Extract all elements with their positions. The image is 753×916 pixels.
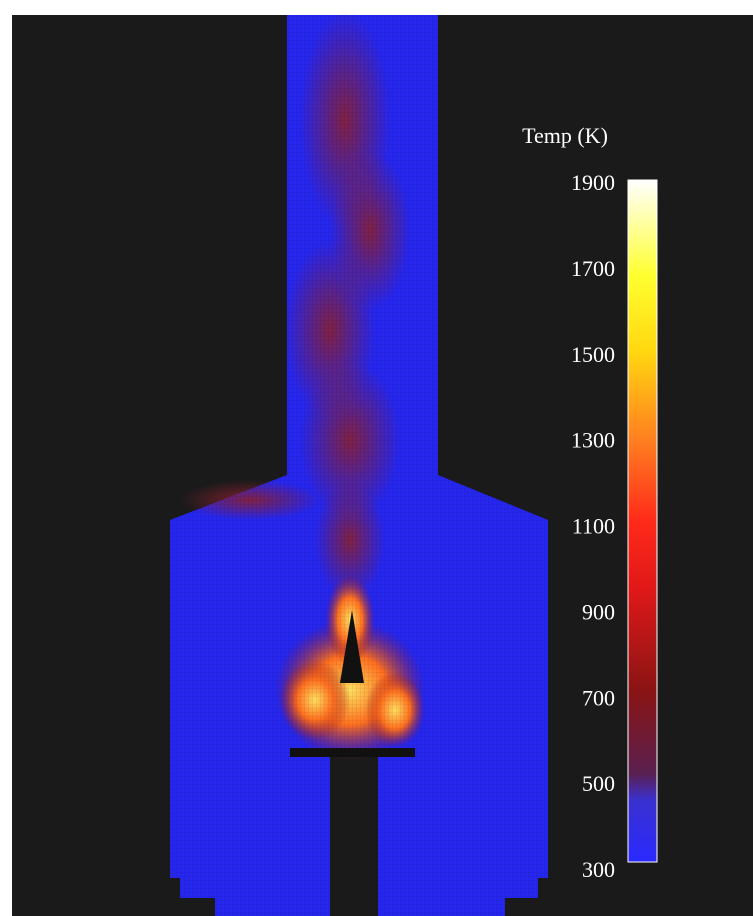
tick-label: 1900 (571, 170, 615, 195)
tick-label: 900 (582, 599, 615, 624)
colorbar-title: Temp (K) (522, 123, 608, 148)
tick-label: 1500 (571, 342, 615, 367)
tick-label: 700 (582, 685, 615, 710)
tick-label: 300 (582, 857, 615, 882)
tick-label: 1100 (572, 514, 615, 539)
tick-label: 1700 (571, 256, 615, 281)
tick-label: 500 (582, 771, 615, 796)
tick-label: 1300 (571, 428, 615, 453)
colorbar-scale (628, 180, 657, 862)
figure: Temp (K) 300 500 700 900 1100 1300 1500 1700 190… (0, 0, 753, 916)
